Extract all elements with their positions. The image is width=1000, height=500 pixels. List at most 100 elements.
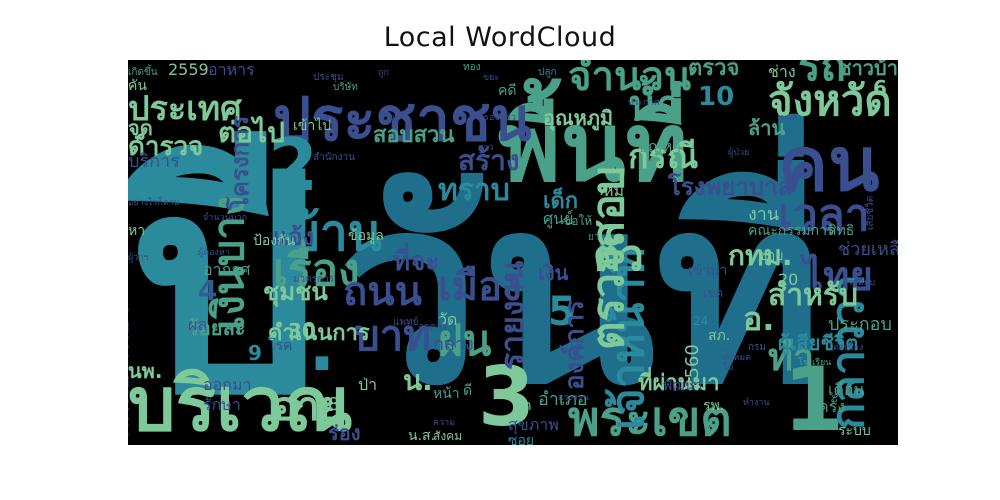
word-e1b-e35: ปี: [128, 112, 318, 445]
word-e2a-e33-e19-e31-e01-e07-e32-e19: สำนักงาน: [313, 152, 355, 163]
word-e40-e01-e34-e14-e02-e36-e49-e19: เกิดขึ้น: [128, 64, 158, 78]
word-e22-e32: ยา: [588, 232, 599, 243]
word-32-34: 24: [693, 314, 708, 328]
word-e1b-e23-e30-e0a-e38-e21: ประชุม: [313, 72, 343, 83]
word-e04-e13-e30-e01-e23-e23-e21-e01-e32-e23: คณะกรรมการ: [748, 223, 835, 239]
word-e1b-e23-e30-e01-e2d-e1a: ประกอบ: [828, 314, 892, 335]
word-e1b-e31-e0d-e2b-e32: ปัญหา: [638, 137, 681, 156]
wordcloud-panel: ปี วันที่ พื้นที่ คน บริเวณ จ. ประชาชน 1 3 2 จำนวน…: [128, 60, 898, 445]
word-e02-e22-e30: ขยะ: [483, 73, 499, 83]
word-e40-e14-e37-e2d-e19: เดือน: [828, 380, 864, 399]
word-e40-e07-e34-e19-e1a-e32-e07: เงินบาง: [204, 196, 253, 330]
word-e1c-e39-e49-e1b-e48-e27-e22: ผู้ป่วย: [728, 147, 749, 158]
word-e40-e23-e37-e48-e2d-e07: เรื่อง: [273, 239, 360, 296]
word-e1a-e32-e17: บาท: [353, 311, 431, 360]
word-e40-e27-e25-e32: เวลา: [778, 190, 869, 241]
word-e19-e49-e33: น้ำ: [628, 74, 680, 130]
word-e01-e23-e21: กรม: [748, 342, 766, 353]
word-31-35: 15: [568, 339, 583, 353]
word-e23-e48-e27-e21-e01-e31-e1a: ร่วมกับ: [848, 278, 875, 288]
word-e0a-e48-e27-e22-e40-e2b-e25-e37-e2d: ช่วยเหลือ: [838, 239, 898, 260]
word-e2d-e32-e22-e38: อายุ: [273, 384, 343, 432]
word-e08-e38-e14: จุด: [128, 116, 153, 141]
word-37: 7: [598, 183, 607, 199]
word-e04-e23-e31-e49-e07: ครั้ง: [818, 395, 845, 416]
word-e17-e23-e32-e1a: ทราบ: [438, 173, 510, 208]
chart-title: Local WordCloud: [383, 22, 617, 53]
word-e07-e32-e19: งาน: [748, 204, 779, 225]
word-e27-e31-e14: วัด: [438, 310, 457, 329]
word-e2b-e19-e49-e32: หน้า: [433, 386, 460, 402]
word-e15-e48-e2d-e44-e1b: ต่อไป: [218, 116, 285, 149]
word-e2a-e2d-e1a-e2a-e27-e19: สอบสวน: [373, 123, 454, 148]
word-e17-e35-e48-e1c-e48-e32-e19-e21-e32: ที่ผ่านมา: [638, 366, 720, 396]
word-e14-e35: ดี: [463, 383, 472, 399]
word-e23-e16: รถ: [798, 60, 846, 90]
word-e2b-e32: หา: [128, 223, 145, 239]
word-e40-e02-e49-e32-e44-e1b: เข้าไป: [293, 117, 331, 134]
word-e15-e31-e27: ตัว: [593, 231, 644, 280]
word-35: 5: [548, 289, 576, 335]
word-39: 9: [248, 341, 262, 365]
word-e2d-e2d-e01-e21-e32: ออกมา: [203, 375, 251, 394]
word-e0b-e2d-e22: ซอย: [508, 433, 534, 445]
word-e15-e48-e2d-e40-e19-e37-e48-e2d-e07: ต่อเนื่อง: [833, 340, 863, 353]
word-e2a-e20-2e: สภ.: [708, 328, 730, 344]
word-e04-e23-e2d-e1a-e04-e23-e31-e27: ครอบครัว: [478, 113, 516, 123]
word-e1c-e39-e49-e27-e48-e32-e2f: ผู้ว่าฯ: [128, 252, 148, 263]
word-e1a-e23-e34-e29-e31-e17: บริษัท: [333, 82, 358, 93]
word-e2d-e22-e48-e32-e07-e44-e23-e01-e47-e15-e32-e21: อย่างไรก็ตาม: [128, 195, 180, 208]
word-e17-e30-e40-e25: ทะเล: [778, 113, 797, 123]
word-e17-e2d-e07: ทอง: [463, 62, 481, 73]
word-e01-e25-e32-e07: กลาง: [433, 334, 474, 355]
word-e19-e31-e01-e17-e2d-e07-e40-e17-e35-e48-e22-e27: นักทองเที่ยว: [128, 305, 135, 440]
word-e28-e39-e19-e22-e4c: ศูนย์: [543, 209, 573, 229]
word-e2d-e38-e13-e2b-e20-e39-e21-e34: อุณหภูมิ: [543, 106, 613, 132]
word-e40-e21-e37-e2d-e07: เมือง: [438, 264, 522, 310]
word-33: 3: [478, 350, 535, 445]
word-e23-e30-e1a-e1a: ระบบ: [838, 423, 871, 439]
word-e04-e27-e32-e21: ความ: [433, 418, 455, 428]
word-e1b-e23-e30-e0a-e32-e0a-e19: ประชาชน: [273, 85, 532, 155]
word-e1b-e49-e2d-e07-e01-e31-e19: ป้องกัน: [253, 233, 296, 249]
word-e2d-e32-e04-e32-e23: อาคาร: [418, 322, 448, 333]
word-e27-e31-e19-e17-e35-e48: วันที่: [338, 114, 824, 441]
word-e19-2e-e2a-2e: น.ส.: [408, 428, 435, 444]
word-e23-e32-e22-e07-e32-e19: รายงาน: [493, 261, 531, 371]
word-e0a-e32-e27-e1a-e49-e32-e19: ชาวบ้าน: [838, 60, 898, 80]
word-32-35-35-39: 2559: [168, 60, 209, 79]
word-e14-e33-e40-e19-e34-e19-e01-e32-e23: ดำเนินการ: [268, 321, 370, 346]
word-e2d-e32-e01-e32-e28: อากาศ: [203, 260, 250, 279]
word-e21-e32-e15-e23-e01-e32-e23: มาตรการ: [293, 274, 335, 285]
word-e1c-e39-e49-e40-e2a-e35-e22-e0a-e35-e27-e34-e15: ผู้เสียชีวิต: [778, 331, 858, 357]
word-e2a-e34-e17-e18-e34: สิทธิ: [828, 223, 854, 239]
word-e2a-e33-e2b-e23-e31-e1a: สำหรับ: [768, 278, 858, 313]
word-36: 6: [873, 76, 887, 100]
word-e42-e23-e07-e40-e23-e35-e22-e19: โรงเรียน: [798, 357, 831, 368]
word-e2a-e31-e07-e04-e21: สังคม: [433, 429, 462, 443]
word-e04-e19: คน: [778, 120, 879, 208]
word-32: 2: [268, 123, 318, 207]
word-e40-e02-e15: เขต: [703, 286, 723, 300]
word-38: 8: [328, 394, 339, 415]
word-31-30: 10: [698, 82, 734, 112]
word-e08-e33-e19-e27-e19-e21-e32-e01: จำนวนมาก: [203, 212, 247, 223]
word-e17-e33-e07-e32-e19: ทำงาน: [743, 397, 770, 408]
word-e2b-e21-e39-e48: หมู่: [603, 181, 624, 201]
word-e23-e49-e2d-e22-e25-e30: ร้อยละ: [188, 316, 245, 340]
word-e1c-e39-e49-e15-e49-e2d-e07-e2b-e32: ผู้ต้องหา: [198, 247, 230, 258]
word-e04-e31-e19: คัน: [128, 78, 147, 94]
word-e2a-e32-e27: สาว: [478, 143, 494, 153]
word-e15-e23-e27-e08-e2a-e2d-e1a: ตรวจสอบ: [583, 166, 634, 350]
word-e0a-e32-e22: ชาย: [758, 248, 784, 264]
word-31: 1: [783, 348, 844, 445]
word-e1e-e23-e30-e40-e02-e15: พระเขต: [568, 391, 732, 445]
word-e44-e21-e49: ไม้: [722, 362, 734, 373]
word-e17-e31-e49-e07-e2b-e21-e14: ทั้งหมด: [723, 350, 751, 363]
word-e44-e17-e22: ไทย: [799, 253, 873, 300]
word-e1a-e23-e34-e01-e32-e23: บริการ: [128, 151, 180, 172]
word-e2a-e38-e02-e20-e32-e1e: สุขภาพ: [508, 415, 559, 435]
word-e04-e14-e35: คดี: [498, 83, 516, 99]
word-e40-e2a-e35-e22-e0a-e35-e27-e34-e15: เสียชีวิต: [864, 196, 876, 230]
